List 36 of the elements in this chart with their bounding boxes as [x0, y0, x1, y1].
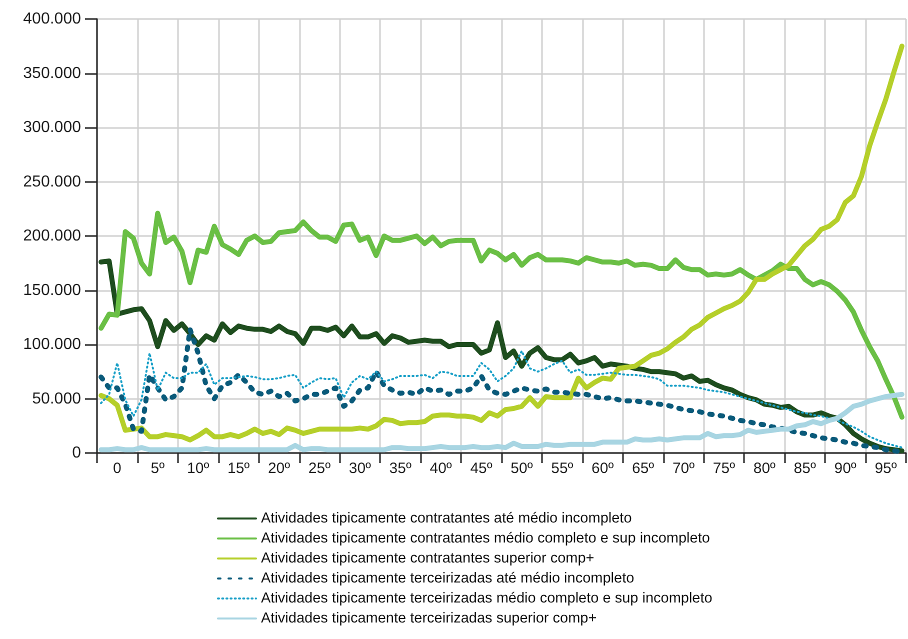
x-tick-label: 90º: [834, 460, 857, 477]
x-tick-label: 35º: [389, 460, 412, 477]
x-tick-label: 80º: [753, 460, 776, 477]
y-tick-label: 50.000: [32, 390, 82, 408]
x-tick-label: 70º: [672, 460, 696, 477]
y-tick-label: 350.000: [23, 64, 82, 82]
legend-label: Atividades tipicamente terceirizadas médio completo e sup incompleto: [261, 590, 712, 606]
y-tick-label: 200.000: [23, 228, 82, 244]
y-tick-label: 400.000: [23, 10, 82, 28]
legend-label: Atividades tipicamente terceirizadas superior comp+: [261, 610, 597, 626]
x-tick-label: 55º: [551, 460, 574, 477]
x-tick-label: 75º: [712, 460, 736, 477]
x-tick-label: 45º: [470, 460, 493, 477]
x-tick-label: 65º: [632, 460, 655, 477]
x-tick-label: 20º: [268, 460, 291, 477]
line-series: [100, 350, 903, 449]
y-tick-label: 250.000: [23, 173, 82, 190]
x-tick-label: 60º: [592, 460, 614, 477]
x-tick-label: 5º: [150, 460, 166, 477]
legend-label: Atividades tipicamente contratantes até médio incompleto: [261, 510, 632, 526]
y-tick-label: 0: [72, 444, 82, 462]
x-tick-label: 25º: [308, 460, 332, 477]
y-tick-label: 100.000: [23, 336, 82, 353]
x-tick-label: 30º: [348, 460, 372, 477]
x-tick-label: 85º: [794, 460, 816, 477]
x-tick-label: 15º: [227, 460, 250, 477]
legend-label: Atividades tipicamente contratantes superior comp+: [261, 550, 594, 566]
y-tick-label: 300.000: [23, 119, 82, 136]
legend-label: Atividades tipicamente terceirizadas até médio incompleto: [261, 570, 634, 586]
x-tick-label: 50º: [510, 460, 534, 477]
x-tick-label: 10º: [187, 460, 210, 477]
y-tick-label: 150.000: [23, 282, 82, 299]
x-tick-label: 95º: [874, 460, 898, 477]
legend-label: Atividades tipicamente contratantes médio completo e sup incompleto: [261, 530, 710, 546]
x-tick-label: 0: [113, 460, 122, 477]
x-tick-label: 40º: [430, 460, 452, 477]
